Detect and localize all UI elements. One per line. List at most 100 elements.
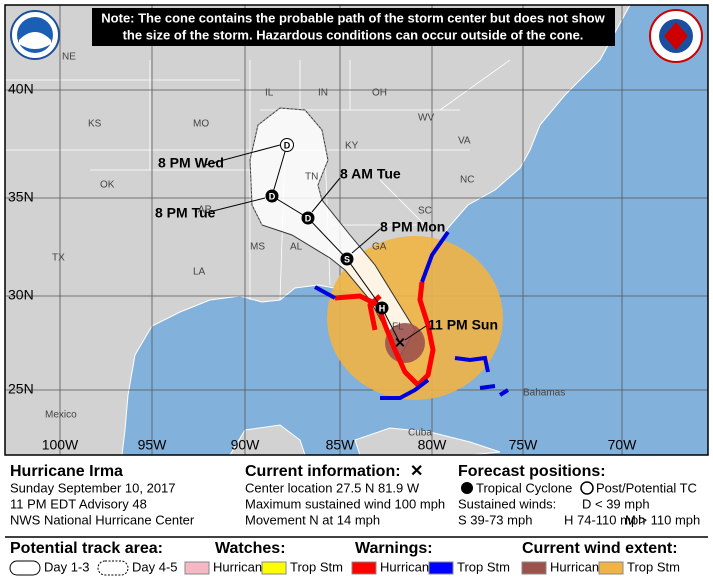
tropical-icon bbox=[461, 482, 473, 494]
place-label: AR bbox=[198, 205, 212, 216]
current-position-icon: ✕ bbox=[410, 463, 423, 480]
forecast-key: Post/Potential TC bbox=[596, 480, 697, 495]
point-marker-letter: D bbox=[305, 213, 312, 223]
place-label: NC bbox=[460, 175, 474, 186]
place-label: AL bbox=[290, 242, 303, 253]
track-line bbox=[271, 144, 401, 344]
current-info-line: Movement N at 14 mph bbox=[245, 512, 380, 527]
leader-line bbox=[204, 197, 266, 214]
graticule bbox=[5, 5, 708, 455]
current-info-line: Center location 27.5 N 81.9 W bbox=[245, 480, 420, 495]
latitude-label: 40N bbox=[8, 81, 34, 97]
legend-item: Hurricane bbox=[213, 559, 269, 574]
place-label: Bahamas bbox=[523, 388, 565, 399]
place-label: IL bbox=[265, 88, 274, 99]
forecast-key: M > 110 mph bbox=[625, 512, 700, 527]
current-info-line: Maximum sustained wind 100 mph bbox=[245, 496, 445, 511]
legend-item: Trop Stm bbox=[457, 559, 510, 574]
legend-heading: Warnings: bbox=[355, 540, 433, 557]
longitude-label: 75W bbox=[509, 437, 539, 453]
forecast-cone-day-4-5 bbox=[249, 107, 329, 226]
current-position-marker: ✕ bbox=[394, 335, 406, 351]
legend-heading: Potential track area: bbox=[10, 540, 163, 557]
hurricane-warning bbox=[334, 281, 436, 388]
point-label: 8 AM Tue bbox=[340, 166, 401, 182]
legend-item: Trop Stm bbox=[290, 559, 343, 574]
place-label: MS bbox=[250, 242, 265, 253]
forecast-key: D < 39 mph bbox=[582, 496, 650, 511]
place-label: NE bbox=[62, 52, 76, 63]
point-marker bbox=[340, 252, 354, 266]
place-label: KS bbox=[88, 119, 102, 130]
legend-swatch bbox=[184, 561, 210, 575]
legend-swatch bbox=[521, 561, 547, 575]
leader-line bbox=[404, 325, 427, 341]
storm-name: Hurricane Irma bbox=[10, 463, 123, 480]
place-label: GA bbox=[372, 242, 387, 253]
note-box bbox=[92, 8, 615, 46]
place-label: SC bbox=[418, 206, 432, 217]
source: NWS National Hurricane Center bbox=[10, 512, 195, 527]
forecast-key: Tropical Cyclone bbox=[476, 480, 572, 495]
note-text: the size of the storm. Hazardous conditi… bbox=[123, 27, 584, 42]
forecast-cone bbox=[249, 107, 416, 358]
advisory: 11 PM EDT Advisory 48 bbox=[10, 496, 147, 511]
point-marker-letter: S bbox=[344, 254, 350, 264]
forecast-key: Sustained winds: bbox=[458, 496, 556, 511]
legend-swatch bbox=[261, 561, 287, 575]
longitude-label: 100W bbox=[42, 437, 79, 453]
point-marker bbox=[375, 301, 389, 315]
forecast-points: ✕ H S D D D 11 PM Sun 8 PM Mon 8 AM Tue … bbox=[155, 138, 498, 351]
legend: Potential track area: Day 1-3 Day 4-5 Wa… bbox=[9, 540, 678, 576]
logo-mark bbox=[664, 22, 688, 50]
legend-swatch bbox=[428, 561, 454, 575]
latitude-label: 25N bbox=[8, 381, 34, 397]
place-label: OH bbox=[372, 88, 387, 99]
legend-item: Hurricane bbox=[550, 559, 606, 574]
legend-item: Day 1-3 bbox=[44, 559, 90, 574]
place-label: LA bbox=[193, 267, 206, 278]
forecast-key: H 74-110 mph bbox=[564, 512, 645, 527]
legend-swatch bbox=[598, 561, 624, 575]
place-label: MO bbox=[193, 119, 209, 130]
point-label: 11 PM Sun bbox=[428, 317, 498, 333]
point-label: 8 PM Tue bbox=[155, 205, 216, 221]
place-labels: NE KS MO OK TX AR LA MS AL GA TN KY IL I… bbox=[45, 52, 565, 439]
leader-line bbox=[311, 177, 341, 213]
day-4-5-icon bbox=[97, 560, 129, 576]
longitude-label: 85W bbox=[326, 437, 356, 453]
forecast-key: S 39-73 mph bbox=[458, 512, 532, 527]
longitude-label: 80W bbox=[418, 437, 448, 453]
nws-logo bbox=[649, 9, 703, 63]
longitude-label: 95W bbox=[138, 437, 168, 453]
legend-item: Trop Stm bbox=[627, 559, 680, 574]
legend-item: Hurricane bbox=[380, 559, 436, 574]
latitude-label: 35N bbox=[8, 189, 34, 205]
day-1-3-icon bbox=[9, 560, 41, 576]
point-marker-letter: H bbox=[379, 303, 386, 313]
place-label: OK bbox=[100, 180, 115, 191]
point-marker-letter: D bbox=[269, 191, 276, 201]
longitude-label: 70W bbox=[608, 437, 638, 453]
point-label: 8 PM Mon bbox=[380, 219, 445, 235]
place-label: KY bbox=[345, 141, 359, 152]
current-info-heading: Current information: bbox=[245, 463, 401, 480]
storm-date: Sunday September 10, 2017 bbox=[10, 480, 176, 495]
latitude-label: 30N bbox=[8, 287, 34, 303]
leader-line bbox=[204, 144, 281, 166]
axis-labels: 40N 35N 30N 25N 100W 95W 90W 85W 80W 75W… bbox=[8, 81, 637, 453]
place-label: TX bbox=[52, 253, 65, 264]
place-label: VA bbox=[458, 136, 471, 147]
info-panel: Hurricane Irma Sunday September 10, 2017… bbox=[10, 463, 700, 527]
logo-wave bbox=[19, 32, 51, 49]
map-frame bbox=[4, 4, 709, 456]
leader-line bbox=[351, 228, 381, 254]
place-label: FL bbox=[392, 322, 404, 333]
point-marker bbox=[280, 138, 294, 152]
legend-swatch bbox=[351, 561, 377, 575]
point-marker bbox=[265, 189, 279, 203]
legend-heading: Current wind extent: bbox=[522, 540, 678, 557]
point-marker bbox=[301, 211, 315, 225]
legend-heading: Watches: bbox=[215, 540, 286, 557]
